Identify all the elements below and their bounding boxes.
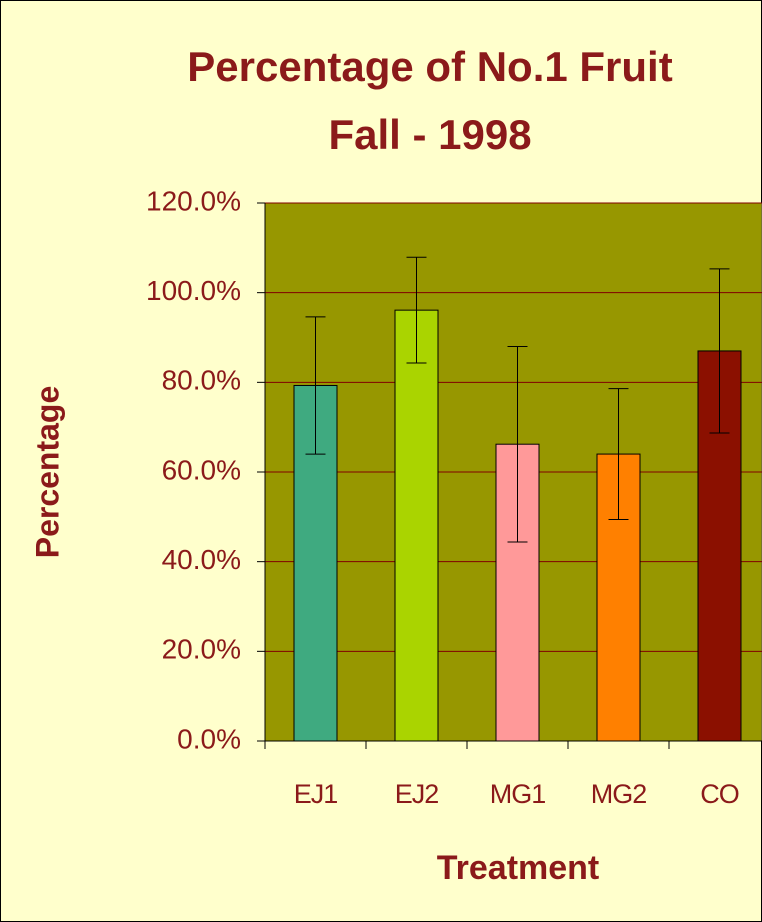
y-tick-label: 80.0% bbox=[162, 365, 241, 396]
bar bbox=[394, 309, 439, 742]
chart-title: Percentage of No.1 Fruit bbox=[187, 43, 672, 90]
x-tick-label: EJ2 bbox=[395, 779, 439, 809]
y-tick-label: 60.0% bbox=[162, 454, 241, 485]
x-tick-label: EJ1 bbox=[294, 779, 338, 809]
x-tick-label: MG2 bbox=[591, 779, 647, 809]
y-tick-label: 0.0% bbox=[177, 723, 241, 754]
error-bar bbox=[608, 388, 629, 521]
y-tick-label: 20.0% bbox=[162, 634, 241, 665]
y-tick-label: 120.0% bbox=[146, 185, 241, 216]
x-axis-title: Treatment bbox=[437, 849, 600, 887]
y-axis-title: Percentage bbox=[29, 386, 65, 559]
chart-title: Fall - 1998 bbox=[328, 111, 531, 158]
error-bar bbox=[709, 268, 730, 434]
x-tick-label: MG1 bbox=[490, 779, 546, 809]
error-bar bbox=[507, 345, 528, 543]
error-bar bbox=[406, 256, 427, 364]
y-tick-label: 100.0% bbox=[146, 275, 241, 306]
x-tick-label: CO bbox=[700, 779, 739, 809]
error-bar bbox=[305, 316, 326, 455]
y-tick-label: 40.0% bbox=[162, 544, 241, 575]
